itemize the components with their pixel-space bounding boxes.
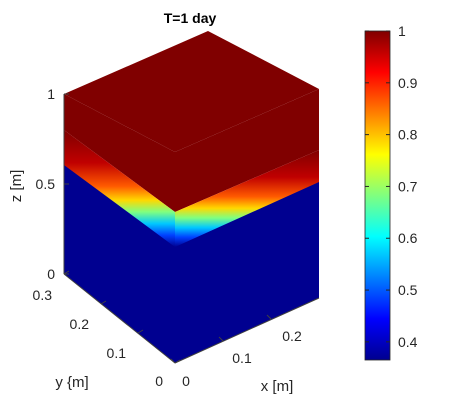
y-tick-label: 0.2 bbox=[70, 316, 90, 332]
cube-right-face-upper bbox=[175, 89, 319, 212]
colorbar-tick-label: 0.7 bbox=[398, 178, 418, 194]
x-axis-label: x [m] bbox=[261, 378, 294, 395]
colorbar: 0.4 0.5 0.6 0.7 0.8 0.9 1 bbox=[364, 23, 418, 361]
colorbar-tick-label: 0.9 bbox=[398, 75, 418, 91]
axes bbox=[63, 93, 320, 364]
colorbar-tick-label: 0.8 bbox=[398, 127, 418, 143]
y-tick-label: 0 bbox=[155, 373, 163, 389]
y-tick-label: 0.3 bbox=[33, 287, 53, 303]
z-axis-label: z [m] bbox=[8, 170, 25, 203]
y-tick-mark bbox=[174, 359, 181, 364]
x-tick-label: 0.1 bbox=[232, 350, 252, 366]
colorbar-fill bbox=[364, 30, 391, 361]
y-tick-mark bbox=[100, 300, 107, 305]
x-tick-mark bbox=[218, 336, 224, 342]
x-tick-labels: 0 0.1 0.2 bbox=[182, 328, 302, 389]
colorbar-ticks bbox=[365, 30, 390, 343]
z-tick-label: 1 bbox=[47, 86, 55, 102]
y-tick-labels: 0.3 0.2 0.1 0 bbox=[33, 287, 164, 389]
colorbar-tick-label: 0.5 bbox=[398, 282, 418, 298]
y-tick-mark bbox=[63, 270, 70, 275]
colorbar-tick-label: 0.4 bbox=[398, 334, 418, 350]
cube-left-face-lower bbox=[64, 162, 175, 363]
colorbar-tick-label: 0.6 bbox=[398, 230, 418, 246]
y-tick-mark bbox=[137, 329, 144, 334]
x-tick-label: 0 bbox=[182, 373, 190, 389]
y-tick-label: 0.1 bbox=[107, 345, 127, 361]
y-axis-label: y {m] bbox=[55, 374, 88, 391]
z-tick-labels: 1 0.5 0 bbox=[36, 86, 56, 282]
colorbar-tick-label: 1 bbox=[398, 23, 406, 39]
cube-right-face-lower bbox=[175, 179, 319, 363]
cube-plot bbox=[64, 31, 319, 363]
chart-title: T=1 day bbox=[164, 10, 217, 26]
z-tick-label: 0.5 bbox=[36, 176, 56, 192]
y-axis-line bbox=[63, 273, 176, 364]
colorbar-tick-labels: 0.4 0.5 0.6 0.7 0.8 0.9 1 bbox=[398, 23, 418, 350]
z-tick-label: 0 bbox=[47, 266, 55, 282]
interface-band-right bbox=[175, 150, 319, 247]
cube-top-face bbox=[64, 31, 319, 152]
cube-left-face-upper bbox=[64, 94, 175, 212]
x-tick-mark bbox=[170, 358, 176, 364]
interface-band-left bbox=[64, 130, 175, 247]
x-tick-label: 0.2 bbox=[282, 328, 302, 344]
x-axis-line bbox=[174, 297, 320, 364]
x-tick-mark bbox=[266, 314, 272, 320]
